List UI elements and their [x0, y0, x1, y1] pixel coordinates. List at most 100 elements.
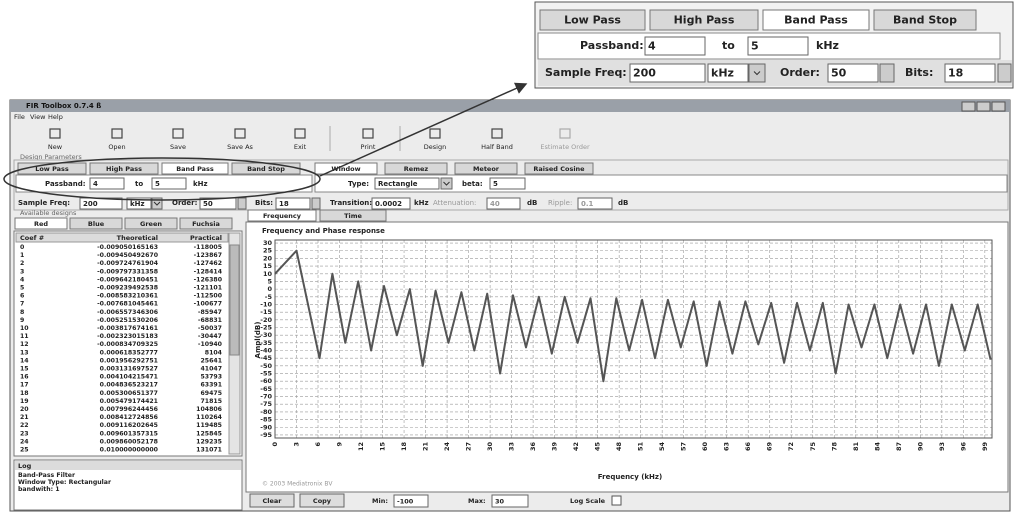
input-value[interactable]: 5 — [751, 40, 759, 53]
table-cell: 14 — [20, 357, 29, 364]
input-value[interactable]: 50 — [203, 200, 213, 208]
table-cell: 21 — [20, 414, 29, 421]
table-cell: -112500 — [194, 293, 223, 300]
input-value[interactable]: 18 — [279, 200, 289, 208]
input-value[interactable]: Rectangle — [378, 180, 418, 188]
table-cell: 12 — [20, 341, 29, 348]
spin-button[interactable] — [238, 198, 246, 209]
input-value[interactable]: 200 — [633, 67, 656, 80]
label[interactable]: Help — [48, 113, 63, 121]
tab-label[interactable]: Band Pass — [784, 14, 848, 27]
x-tick-label: 51 — [637, 442, 645, 452]
input-value[interactable]: 40 — [490, 200, 500, 208]
label: Passband: — [580, 39, 644, 52]
table-cell: 104806 — [196, 406, 222, 413]
input-value[interactable]: 5 — [155, 180, 160, 188]
x-tick-label: 0 — [271, 442, 279, 447]
tab-label[interactable]: Frequency — [263, 212, 302, 220]
tab-label[interactable]: Raised Cosine — [533, 165, 585, 173]
label[interactable]: Save — [170, 143, 186, 151]
label: Max: — [468, 497, 486, 505]
input-value[interactable]: kHz — [711, 67, 734, 80]
input-value[interactable]: 4 — [93, 180, 98, 188]
column-header: Coef # — [20, 234, 44, 242]
x-tick-label: 33 — [508, 442, 516, 451]
tab-label[interactable]: Meteor — [473, 165, 500, 173]
x-tick-label: 48 — [615, 442, 623, 452]
tab-label[interactable]: High Pass — [106, 165, 142, 173]
window-button[interactable] — [962, 102, 975, 111]
spin-button[interactable] — [998, 64, 1011, 82]
spin-button[interactable] — [312, 198, 320, 209]
table-cell: 17 — [20, 382, 29, 389]
label[interactable]: New — [48, 143, 63, 151]
tab-label[interactable]: Low Pass — [564, 14, 621, 27]
label[interactable]: Save As — [227, 143, 253, 151]
input-value[interactable]: 200 — [83, 200, 98, 208]
input-value[interactable]: 18 — [948, 67, 963, 80]
label[interactable]: Print — [361, 143, 376, 151]
label[interactable]: Open — [108, 143, 125, 151]
table-cell: -0.009797331358 — [97, 268, 158, 275]
log-header — [15, 461, 241, 470]
table-cell: -100677 — [194, 301, 222, 308]
x-tick-label: 45 — [594, 442, 602, 452]
label[interactable]: Design — [424, 143, 446, 151]
table-cell: -0.005251530206 — [97, 317, 158, 324]
scroll-thumb[interactable] — [230, 245, 239, 355]
label: Sample Freq: — [545, 66, 627, 79]
label[interactable]: Estimate Order — [540, 143, 590, 151]
button-label[interactable]: Clear — [263, 497, 283, 505]
x-tick-label: 93 — [938, 442, 946, 451]
input-value[interactable]: 5 — [493, 180, 498, 188]
tab-label[interactable]: Red — [34, 220, 48, 228]
table-cell: 19 — [20, 398, 29, 405]
tab-label[interactable]: Green — [140, 220, 162, 228]
table-cell: 0.007996244456 — [100, 406, 158, 413]
label: Bits: — [255, 199, 273, 207]
window-button[interactable] — [977, 102, 990, 111]
tab-label[interactable]: Fuchsia — [192, 220, 220, 228]
dropdown-button[interactable] — [749, 64, 765, 82]
table-cell: 0.008412724856 — [100, 414, 158, 421]
tab-label[interactable]: Band Pass — [176, 165, 214, 173]
table-cell: 2 — [20, 260, 24, 267]
label[interactable]: View — [30, 113, 46, 121]
input-value[interactable]: 30 — [495, 498, 505, 506]
input-value[interactable]: 0.0002 — [375, 200, 402, 208]
label[interactable]: File — [14, 113, 25, 121]
checkbox[interactable] — [612, 496, 621, 505]
table-cell: 8104 — [205, 349, 223, 356]
table-cell: -0.007681045461 — [97, 301, 158, 308]
input-value[interactable]: 0.1 — [581, 200, 594, 208]
label[interactable]: Exit — [294, 143, 307, 151]
x-tick-label: 69 — [766, 442, 774, 452]
x-tick-label: 30 — [486, 442, 494, 452]
tab-label[interactable]: Band Stop — [247, 165, 285, 173]
table-cell: -0.003817674161 — [97, 325, 158, 332]
tab-label[interactable]: Time — [344, 212, 362, 220]
label[interactable]: Half Band — [481, 143, 513, 151]
x-tick-label: 60 — [701, 442, 709, 452]
tab-label[interactable]: Blue — [88, 220, 105, 228]
input-value[interactable]: -100 — [397, 498, 414, 506]
button-label[interactable]: Copy — [313, 497, 332, 505]
table-cell: 0.005300651377 — [100, 390, 158, 397]
spin-button[interactable] — [880, 64, 894, 82]
input-value[interactable]: 50 — [831, 67, 847, 80]
tab-label[interactable]: Band Stop — [893, 14, 957, 27]
tab-label[interactable]: Remez — [404, 165, 429, 173]
log-line: Window Type: Rectangular — [18, 479, 112, 486]
dropdown-button[interactable] — [441, 178, 452, 189]
table-cell: 10 — [20, 325, 29, 332]
window-button[interactable] — [992, 102, 1005, 111]
table-cell: 15 — [20, 366, 29, 373]
label: FIR Toolbox 0.7.4 ß — [26, 102, 101, 110]
tab-label[interactable]: High Pass — [674, 14, 735, 27]
input-value[interactable]: kHz — [130, 200, 145, 208]
input-value[interactable]: 4 — [648, 40, 656, 53]
x-tick-label: 66 — [744, 442, 752, 452]
table-cell: 71815 — [200, 398, 222, 405]
x-tick-label: 42 — [572, 442, 580, 451]
table-cell: 63391 — [200, 382, 222, 389]
